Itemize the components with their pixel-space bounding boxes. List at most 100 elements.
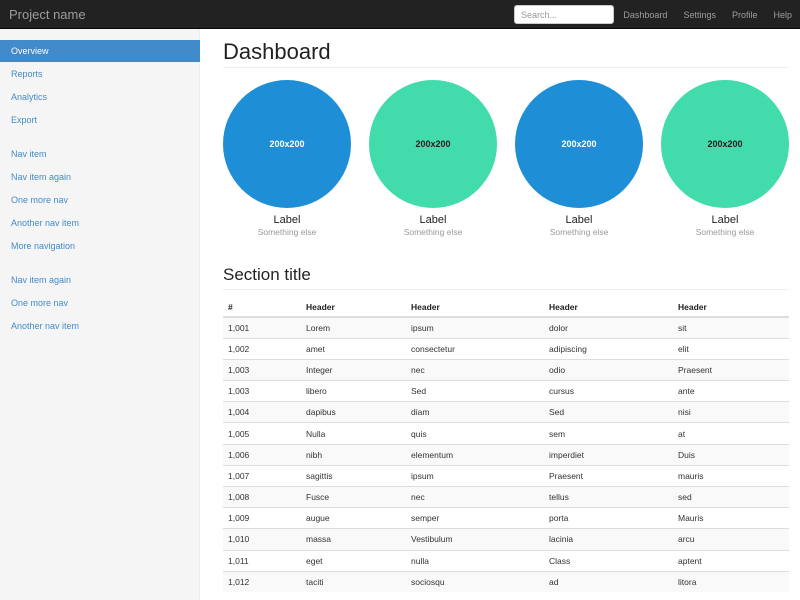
placeholder-label: Label (273, 214, 301, 226)
table-cell: ipsum (406, 464, 544, 487)
nav-link-profile[interactable]: Profile (731, 9, 758, 20)
table-cell: Nulla (301, 422, 406, 445)
table-row: 1,008 Fusce nec tellus sed (223, 485, 789, 508)
table-cell: 1,007 (223, 464, 301, 487)
table-cell: 1,003 (223, 380, 301, 402)
table-cell: sit (673, 316, 789, 339)
placeholder-sublabel: Something else (549, 227, 609, 237)
table-cell: massa (301, 528, 406, 551)
table-cell: nec (406, 485, 544, 508)
table-cell: 1,012 (223, 570, 301, 593)
table-cell: litora (673, 570, 789, 593)
table-cell: 1,008 (223, 485, 301, 508)
table-cell: 1,004 (223, 401, 301, 423)
placeholder-image: 200x200 (661, 80, 789, 208)
table-cell: 1,005 (223, 422, 301, 445)
table-cell: amet (301, 337, 406, 360)
table-row: 1,003 Integer nec odio Praesent (223, 358, 789, 381)
sidebar-item-nav-item[interactable]: Nav item (11, 149, 47, 159)
sidebar-item-more-navigation[interactable]: More navigation (11, 241, 76, 251)
table-row: 1,011 eget nulla Class aptent (223, 549, 789, 572)
table-cell: 1,011 (223, 549, 301, 572)
table-cell: 1,006 (223, 443, 301, 466)
table-cell: arcu (673, 528, 789, 551)
column-header: Header (673, 297, 789, 318)
table-row: 1,010 massa Vestibulum lacinia arcu (223, 528, 789, 551)
placeholder-sublabel: Something else (403, 227, 463, 237)
placeholder-card: 200x200 Label Something else (223, 80, 351, 237)
table-cell: lacinia (544, 528, 673, 551)
table-cell: ipsum (406, 316, 544, 339)
table-cell: 1,009 (223, 507, 301, 529)
sidebar-item-export[interactable]: Export (11, 115, 38, 125)
column-header: Header (406, 297, 544, 318)
table-cell: dapibus (301, 401, 406, 423)
sidebar-item-another-nav-item[interactable]: Another nav item (11, 321, 80, 331)
table-cell: elit (673, 337, 789, 360)
sidebar-item-nav-item-again[interactable]: Nav item again (11, 172, 72, 182)
sidebar-item-reports[interactable]: Reports (11, 69, 43, 79)
table-cell: sociosqu (406, 570, 544, 593)
placeholder-label: Label (565, 214, 593, 226)
table-cell: libero (301, 380, 406, 402)
table-row: 1,002 amet consectetur adipiscing elit (223, 337, 789, 360)
table-cell: taciti (301, 570, 406, 593)
table-cell: 1,002 (223, 337, 301, 360)
table-row: 1,003 libero Sed cursus ante (223, 380, 789, 402)
table-cell: Praesent (673, 358, 789, 381)
divider (223, 289, 789, 290)
table-cell: nisi (673, 401, 789, 423)
table-cell: dolor (544, 316, 673, 339)
table-cell: aptent (673, 549, 789, 572)
table-cell: augue (301, 507, 406, 529)
table-row: 1,007 sagittis ipsum Praesent mauris (223, 464, 789, 487)
table-cell: sagittis (301, 464, 406, 487)
sidebar-item-analytics[interactable]: Analytics (11, 92, 48, 102)
table-cell: adipiscing (544, 337, 673, 360)
section-title: Section title (223, 265, 311, 284)
sidebar-item-overview[interactable]: Overview (0, 40, 200, 62)
table-cell: eget (301, 549, 406, 572)
table-row: 1,009 augue semper porta Mauris (223, 507, 789, 529)
sidebar-item-nav-item-again[interactable]: Nav item again (11, 275, 72, 285)
column-header: Header (544, 297, 673, 318)
column-header: Header (301, 297, 406, 318)
table-cell: elementum (406, 443, 544, 466)
table-cell: 1,001 (223, 316, 301, 339)
table-cell: Lorem (301, 316, 406, 339)
table-cell: at (673, 422, 789, 445)
table-row: 1,004 dapibus diam Sed nisi (223, 401, 789, 423)
table-cell: tellus (544, 485, 673, 508)
table-cell: nec (406, 358, 544, 381)
placeholder-image: 200x200 (515, 80, 643, 208)
column-header: # (223, 297, 301, 318)
table-cell: Praesent (544, 464, 673, 487)
nav-link-dashboard[interactable]: Dashboard (623, 9, 668, 20)
nav-link-settings[interactable]: Settings (683, 9, 716, 20)
divider (223, 67, 789, 68)
table-cell: Class (544, 549, 673, 572)
sidebar-item-another-nav-item[interactable]: Another nav item (11, 218, 80, 228)
table-cell: imperdiet (544, 443, 673, 466)
table-cell: Duis (673, 443, 789, 466)
placeholder-label: Label (419, 214, 447, 226)
sidebar-item-one-more-nav[interactable]: One more nav (11, 298, 69, 308)
brand-link[interactable]: Project name (9, 7, 86, 22)
placeholder-label: Label (711, 214, 739, 226)
table-row: 1,005 Nulla quis sem at (223, 422, 789, 445)
table-cell: 1,010 (223, 528, 301, 551)
table-cell: cursus (544, 380, 673, 402)
table-cell: ad (544, 570, 673, 593)
table-cell: Sed (406, 380, 544, 402)
table-cell: odio (544, 358, 673, 381)
sidebar-item-one-more-nav[interactable]: One more nav (11, 195, 69, 205)
table-row: 1,012 taciti sociosqu ad litora (223, 570, 789, 593)
search-input[interactable] (514, 5, 614, 24)
nav-link-help[interactable]: Help (773, 9, 792, 20)
table-cell: nulla (406, 549, 544, 572)
table-cell: sem (544, 422, 673, 445)
table-cell: diam (406, 401, 544, 423)
table-cell: 1,003 (223, 358, 301, 381)
placeholder-card: 200x200 Label Something else (515, 80, 643, 237)
nav-links: Dashboard Settings Profile Help (615, 0, 800, 29)
